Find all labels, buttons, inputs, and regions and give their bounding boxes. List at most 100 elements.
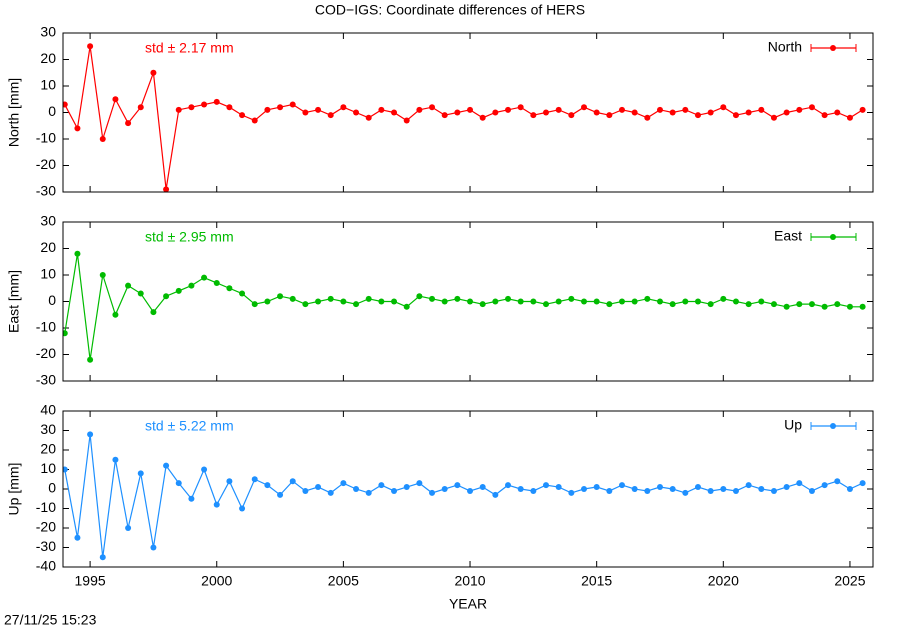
data-point (150, 69, 157, 76)
data-point (581, 104, 588, 111)
data-point (302, 487, 309, 494)
data-point (441, 486, 448, 492)
data-point (340, 298, 347, 305)
data-point (251, 301, 258, 308)
data-point (353, 301, 360, 308)
data-point (137, 470, 144, 477)
data-point (796, 480, 803, 487)
data-point (543, 301, 550, 308)
data-point (758, 486, 765, 492)
data-point (543, 482, 550, 489)
y-tick-label: -20 (36, 519, 56, 535)
data-point (694, 298, 701, 305)
data-point (441, 112, 448, 119)
data-point (391, 109, 398, 116)
series-line (64, 46, 863, 190)
data-point (618, 106, 625, 113)
data-point (163, 293, 170, 300)
data-point (808, 487, 815, 494)
data-point (732, 298, 739, 305)
data-point (770, 114, 777, 121)
series (63, 431, 866, 561)
series (63, 43, 866, 192)
data-point (378, 106, 385, 113)
data-point (770, 487, 777, 494)
data-point (454, 482, 461, 489)
data-point (720, 104, 727, 111)
data-point (188, 104, 195, 111)
data-point (555, 484, 562, 491)
y-tick-label: -20 (36, 156, 56, 172)
y-tick-label: 20 (40, 441, 56, 457)
data-point (808, 301, 815, 308)
x-tick-label: 2000 (201, 573, 232, 589)
data-point (682, 489, 689, 496)
data-point (302, 301, 309, 308)
data-point (213, 98, 220, 105)
data-point (327, 295, 334, 302)
data-point (188, 495, 195, 502)
data-point (289, 295, 296, 302)
data-point (859, 480, 866, 487)
y-tick-label: 0 (48, 480, 56, 496)
data-point (289, 101, 296, 108)
y-tick-label: 0 (48, 103, 56, 119)
y-tick-label: -40 (36, 558, 56, 574)
data-point (846, 303, 853, 310)
data-point (429, 489, 436, 496)
timestamp: 27/11/25 15:23 (4, 612, 97, 628)
data-point (720, 486, 727, 492)
data-point (289, 478, 296, 485)
y-axis-label: East [mm] (6, 270, 22, 333)
series-line (64, 253, 863, 360)
data-point (429, 104, 436, 111)
data-point (479, 484, 486, 491)
data-point (593, 298, 600, 305)
data-point (365, 489, 372, 496)
data-point (631, 486, 638, 492)
data-point (150, 544, 157, 551)
data-point (87, 356, 94, 363)
annotation: std ± 2.17 mm (145, 40, 234, 56)
data-point (365, 295, 372, 302)
data-point (365, 114, 372, 121)
data-point (821, 482, 828, 489)
data-point (112, 456, 119, 463)
data-point (846, 114, 853, 121)
data-point (213, 501, 220, 508)
data-point (720, 295, 727, 302)
x-tick-label: 2020 (708, 573, 739, 589)
data-point (467, 487, 474, 494)
data-point (87, 43, 94, 50)
data-point (644, 114, 651, 121)
data-point (403, 303, 410, 310)
data-point (99, 272, 106, 278)
data-point (821, 303, 828, 310)
plot-frame (62, 410, 874, 568)
data-point (340, 104, 347, 111)
data-point (682, 298, 689, 305)
data-point (378, 482, 385, 489)
data-point (175, 480, 182, 487)
data-point (631, 109, 638, 116)
data-point (201, 101, 208, 108)
data-point (517, 298, 524, 305)
data-point (188, 282, 195, 289)
data-point (137, 104, 144, 111)
data-point (505, 482, 512, 489)
data-point (694, 112, 701, 119)
legend-label: East (774, 228, 802, 244)
data-point (618, 482, 625, 489)
y-tick-label: 30 (40, 213, 56, 229)
data-point (378, 298, 385, 305)
data-point (568, 489, 575, 496)
data-point (391, 298, 398, 305)
y-tick-label: 10 (40, 266, 56, 282)
data-point (505, 106, 512, 113)
data-point (239, 290, 246, 297)
data-point (467, 106, 474, 113)
data-point (315, 484, 322, 491)
data-point (479, 114, 486, 121)
data-point (74, 250, 81, 257)
